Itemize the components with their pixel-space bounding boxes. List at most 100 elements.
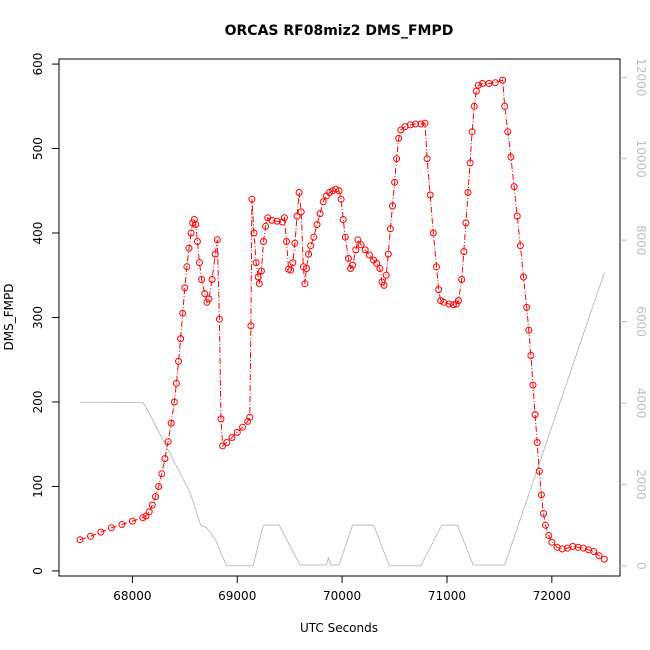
data-point (219, 442, 227, 450)
data-point (382, 271, 390, 279)
data-point (460, 248, 468, 256)
data-point (172, 379, 180, 387)
data-point (533, 439, 541, 446)
data-point (339, 216, 347, 223)
data-point (569, 542, 577, 550)
data-point (458, 276, 466, 283)
data-point (239, 423, 246, 431)
data-point (247, 322, 255, 330)
data-point (223, 439, 231, 446)
data-point (233, 428, 241, 436)
data-point (211, 250, 219, 258)
data-point (380, 281, 388, 289)
y2-tick-label: 10000 (634, 140, 648, 178)
data-point (152, 493, 159, 501)
data-point (273, 217, 281, 225)
y-tick-label: 500 (31, 137, 45, 160)
data-point (319, 198, 327, 206)
data-point (76, 536, 84, 544)
data-point (287, 266, 295, 274)
data-point (535, 467, 543, 475)
y-tick-label: 300 (31, 306, 45, 329)
data-point (516, 242, 524, 250)
data-point (386, 225, 394, 233)
data-point (181, 284, 189, 292)
data-point (175, 357, 182, 365)
data-point (507, 153, 515, 161)
data-point (558, 545, 566, 553)
data-point (305, 250, 313, 258)
data-point (341, 233, 349, 241)
data-point (316, 210, 324, 218)
data-point (148, 501, 156, 509)
x-axis-label: UTC Seconds (300, 621, 378, 635)
data-point (417, 120, 425, 128)
y2-tick-label: 4000 (634, 388, 648, 419)
x-tick-label: 72000 (533, 589, 571, 603)
data-point (246, 413, 254, 421)
data-point (208, 276, 216, 283)
data-point (283, 238, 290, 245)
left-axis-series (76, 76, 608, 563)
data-point (254, 273, 262, 281)
data-point (376, 265, 384, 272)
data-point (228, 434, 236, 441)
data-point (185, 244, 193, 252)
data-point (510, 183, 518, 191)
data-point (167, 419, 175, 427)
data-point (423, 155, 431, 163)
data-point (97, 528, 105, 536)
data-point (158, 470, 166, 478)
data-point (177, 335, 185, 343)
data-point (280, 214, 288, 222)
data-point (449, 301, 457, 309)
data-point (196, 259, 203, 267)
data-point (499, 76, 507, 84)
data-point (215, 315, 223, 323)
data-point (87, 532, 94, 540)
data-point (406, 121, 414, 129)
data-point (301, 280, 309, 288)
data-point (205, 295, 213, 303)
data-point (389, 202, 396, 210)
data-point (529, 381, 537, 389)
data-point (429, 229, 437, 237)
data-point (187, 229, 195, 237)
data-point (433, 263, 440, 271)
data-point (297, 208, 305, 216)
data-point (542, 521, 549, 529)
data-point (397, 126, 405, 134)
data-point (170, 398, 178, 406)
data-point (464, 189, 472, 196)
data-point (426, 191, 434, 199)
data-point (365, 251, 373, 259)
data-point (289, 259, 297, 267)
x-tick-label: 70000 (323, 589, 361, 603)
data-point (213, 236, 221, 244)
data-point (155, 483, 163, 490)
y2-tick-label: 2000 (634, 469, 648, 500)
data-point (357, 241, 365, 249)
data-point (470, 102, 478, 110)
y-tick-label: 0 (31, 567, 45, 575)
right-axis-series (80, 272, 605, 567)
data-point (278, 218, 286, 226)
data-point (295, 189, 303, 196)
data-point (545, 532, 553, 539)
data-point (313, 221, 321, 229)
data-point (525, 326, 533, 334)
data-point (435, 286, 443, 294)
data-point (307, 242, 315, 250)
data-point (198, 276, 206, 283)
data-point (257, 267, 265, 275)
data-point (262, 222, 270, 230)
data-point (352, 246, 360, 254)
data-point (472, 87, 480, 95)
data-point (574, 543, 582, 551)
data-point (244, 417, 252, 425)
y-axis-left: 0 100 200 300 400 500 600 (31, 53, 59, 575)
data-point (164, 438, 172, 446)
data-point (291, 239, 299, 247)
data-point (540, 510, 547, 517)
